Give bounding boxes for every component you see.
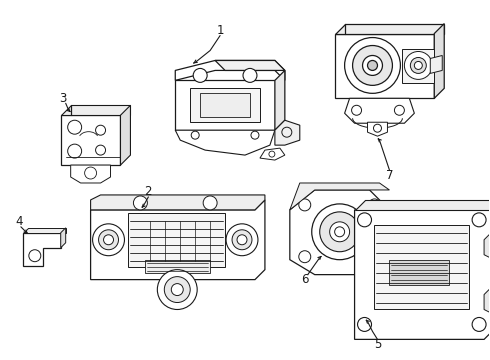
Polygon shape [430,55,442,73]
Polygon shape [175,60,285,80]
Circle shape [96,125,105,135]
Circle shape [232,230,252,250]
Polygon shape [344,98,415,123]
Text: 4: 4 [15,215,23,228]
Polygon shape [200,93,250,117]
Polygon shape [23,233,61,266]
Text: 7: 7 [386,168,393,181]
Text: 2: 2 [145,185,152,198]
Circle shape [319,212,360,252]
Polygon shape [61,105,130,115]
Polygon shape [335,24,444,33]
Polygon shape [390,260,449,285]
Circle shape [410,58,426,73]
Polygon shape [190,88,260,122]
Polygon shape [402,49,434,84]
Circle shape [472,318,486,332]
Polygon shape [355,200,490,210]
Polygon shape [146,260,210,273]
Circle shape [299,251,311,263]
Polygon shape [61,228,66,248]
Polygon shape [260,148,285,160]
Polygon shape [215,60,285,71]
Circle shape [237,235,247,245]
Circle shape [103,235,114,245]
Circle shape [164,276,190,302]
Circle shape [299,199,311,211]
Circle shape [368,199,380,211]
Text: 1: 1 [217,24,224,37]
Circle shape [203,196,217,210]
Polygon shape [23,228,66,233]
Circle shape [312,204,368,260]
Circle shape [98,230,119,250]
Circle shape [93,224,124,256]
Polygon shape [175,80,275,130]
Polygon shape [374,225,469,310]
Circle shape [226,224,258,256]
Circle shape [68,120,82,134]
Polygon shape [335,33,434,98]
Polygon shape [275,71,285,130]
Circle shape [29,250,41,262]
Text: 6: 6 [301,273,309,286]
Polygon shape [61,115,121,165]
Circle shape [415,62,422,69]
Circle shape [368,251,380,263]
Text: 3: 3 [59,92,66,105]
Circle shape [344,37,400,93]
Polygon shape [484,285,490,315]
Circle shape [133,196,147,210]
Circle shape [243,68,257,82]
Circle shape [330,222,349,242]
Polygon shape [355,200,490,339]
Circle shape [353,45,392,85]
Circle shape [358,213,371,227]
Polygon shape [484,230,490,260]
Polygon shape [290,183,390,210]
Circle shape [358,318,371,332]
Polygon shape [91,200,265,280]
Circle shape [172,284,183,296]
Circle shape [363,55,383,75]
Circle shape [193,68,207,82]
Circle shape [157,270,197,310]
Polygon shape [434,24,444,98]
Text: 5: 5 [374,338,381,351]
Circle shape [472,213,486,227]
Polygon shape [290,190,390,275]
Circle shape [404,51,432,80]
Polygon shape [275,120,300,145]
Polygon shape [91,195,265,210]
Polygon shape [175,130,275,155]
Polygon shape [128,213,225,267]
Polygon shape [121,105,130,165]
Circle shape [96,145,105,155]
Polygon shape [71,165,111,183]
Circle shape [68,144,82,158]
Polygon shape [368,122,388,136]
Circle shape [368,60,377,71]
